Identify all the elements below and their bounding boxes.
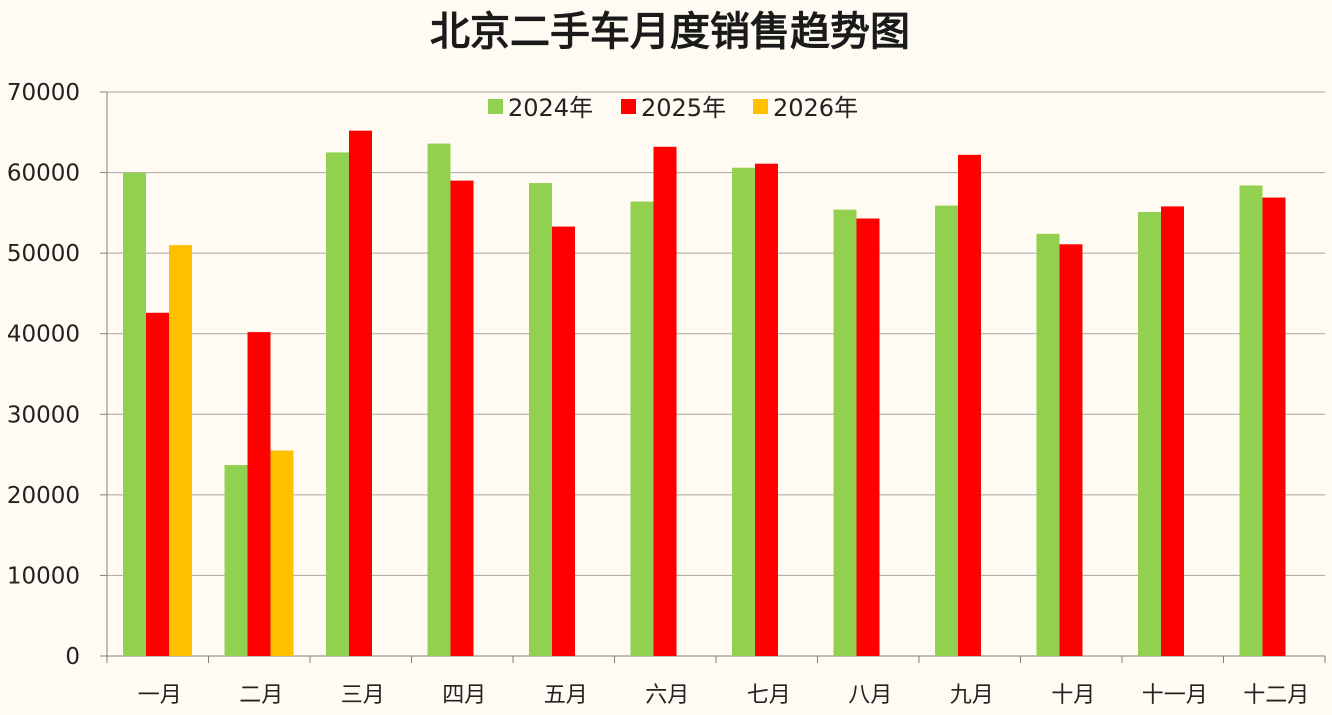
bar-2025年-九月 — [958, 154, 981, 657]
bar-2025年-六月 — [653, 146, 677, 656]
legend-swatch — [621, 99, 636, 114]
legend: 2024年 2025年 2026年 — [488, 94, 858, 122]
bar-2025年-三月 — [349, 130, 372, 656]
bar-2024年-四月 — [427, 143, 451, 656]
y-tick-label: 70000 — [7, 80, 80, 106]
x-axis-tick-labels: 一月 二月 三月 四月 五月 六月 七月 八月 九月 十月 十一月 十二月 — [138, 683, 1310, 708]
bar-2025年-七月 — [755, 163, 778, 657]
legend-item-2026年: 2026年 — [753, 94, 858, 122]
x-tick-label: 九月 — [950, 683, 994, 708]
bar-2025年-十月 — [1059, 244, 1083, 656]
legend-label: 2025年 — [641, 94, 726, 122]
bar-2025年-八月 — [856, 218, 880, 657]
y-tick-label: 0 — [65, 644, 80, 670]
x-tick-label: 十二月 — [1243, 683, 1309, 708]
x-tick-label: 八月 — [848, 683, 892, 708]
legend-swatch — [753, 99, 768, 114]
y-tick-label: 40000 — [7, 322, 80, 348]
legend-swatch — [488, 99, 503, 114]
x-tick-label: 十一月 — [1142, 683, 1208, 708]
x-tick-label: 七月 — [747, 683, 791, 708]
bar-2025年-四月 — [450, 180, 474, 656]
x-tick-label: 四月 — [442, 683, 486, 708]
bar-2024年-八月 — [833, 209, 857, 657]
legend-item-2025年: 2025年 — [621, 94, 726, 122]
bar-2025年-五月 — [552, 226, 575, 656]
x-tick-label: 三月 — [341, 683, 385, 708]
legend-label: 2026年 — [773, 94, 858, 122]
bar-2024年-十二月 — [1239, 185, 1263, 656]
axes — [100, 91, 1326, 663]
bar-2024年-十一月 — [1138, 212, 1161, 656]
y-tick-label: 30000 — [7, 402, 80, 428]
bar-2024年-九月 — [935, 205, 958, 656]
y-tick-label: 20000 — [7, 483, 80, 509]
bar-2026年-一月 — [169, 245, 192, 657]
legend-label: 2024年 — [508, 94, 593, 122]
bar-2025年-一月 — [146, 312, 169, 656]
bar-2026年-二月 — [270, 450, 294, 656]
bar-2025年-十一月 — [1161, 206, 1184, 656]
gridlines — [107, 91, 1325, 576]
bar-2024年-一月 — [123, 172, 146, 657]
bar-2024年-六月 — [630, 201, 654, 656]
x-tick-label: 二月 — [239, 683, 283, 708]
bar-2024年-十月 — [1036, 233, 1060, 656]
bar-2025年-二月 — [247, 332, 271, 656]
y-axis-tick-labels: 0 10000 20000 30000 40000 50000 60000 70000 — [7, 80, 80, 670]
bar-2024年-五月 — [529, 183, 552, 656]
bar-2024年-二月 — [224, 465, 248, 656]
bar-2024年-三月 — [326, 152, 349, 656]
bar-2025年-十二月 — [1262, 197, 1286, 656]
chart-title: 北京二手车月度销售趋势图 — [430, 9, 910, 55]
y-tick-label: 50000 — [7, 241, 80, 267]
x-tick-label: 十月 — [1051, 683, 1095, 708]
x-tick-label: 五月 — [544, 683, 588, 708]
y-tick-label: 10000 — [7, 563, 80, 589]
bar-2024年-七月 — [732, 167, 755, 657]
x-tick-label: 一月 — [138, 683, 182, 708]
y-tick-label: 60000 — [7, 161, 80, 187]
bars — [123, 130, 1286, 657]
legend-item-2024年: 2024年 — [488, 94, 593, 122]
x-tick-label: 六月 — [645, 683, 689, 708]
